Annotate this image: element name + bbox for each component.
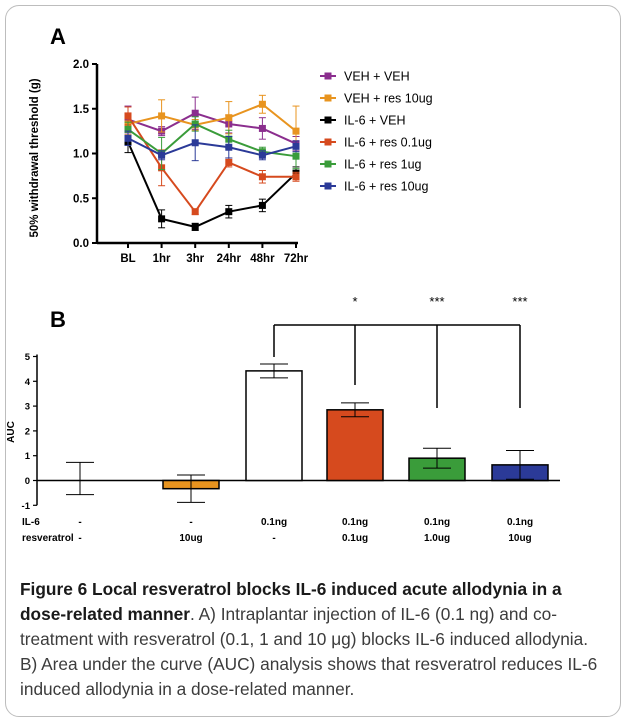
panel-b-y-tick-label: 4	[25, 377, 31, 388]
legend-label: IL-6 + res 0.1ug	[344, 136, 432, 150]
bar-6	[491, 449, 549, 482]
caption-text: . A) Intraplantar injection of IL-6 (0.1…	[20, 604, 598, 699]
data-point	[292, 127, 300, 135]
panel-a-y-tick-label: 1.5	[73, 104, 90, 116]
bar-5	[408, 447, 466, 482]
data-point	[225, 143, 233, 151]
legend-label: IL-6 + res 1ug	[344, 158, 422, 172]
data-point	[225, 158, 233, 166]
resveratrol-dose-label: 10ug	[508, 533, 531, 544]
panel-a-x-tick-label: 24hr	[217, 253, 242, 265]
panel-b-letter: B	[50, 307, 66, 332]
panel-b-y-tick-label: 1	[25, 451, 31, 462]
panel-a-y-tick-label: 0.0	[73, 238, 89, 250]
data-point	[292, 173, 300, 181]
series-5	[124, 116, 300, 171]
data-point	[292, 142, 300, 150]
data-point	[258, 173, 266, 181]
data-point	[124, 112, 132, 120]
panel-a-y-tick-label: 2.0	[73, 59, 89, 71]
data-point	[191, 223, 199, 231]
panel-b-y-tick-label: 2	[25, 426, 30, 437]
series-4	[124, 106, 300, 216]
data-point	[124, 125, 132, 133]
panel-b-y-tick-label: 5	[25, 352, 31, 363]
resveratrol-dose-label: 1.0ug	[424, 533, 450, 544]
data-point	[258, 100, 266, 108]
panel-a-x-tick-label: 1hr	[153, 253, 171, 265]
series-6	[124, 124, 300, 162]
row-label-resveratrol: resveratrol	[22, 533, 74, 544]
data-point	[124, 134, 132, 142]
bar-4	[326, 402, 384, 482]
row-label-il6: IL-6	[22, 517, 40, 528]
data-point	[191, 120, 199, 128]
il6-dose-label: -	[189, 517, 192, 528]
bar-3	[245, 363, 303, 482]
resveratrol-dose-label: 10ug	[179, 533, 202, 544]
legend-label: IL-6 + res 10ug	[344, 180, 428, 194]
bar-rect	[326, 409, 384, 482]
resveratrol-dose-label: -	[272, 533, 275, 544]
legend-marker	[324, 116, 332, 124]
series-line	[127, 137, 297, 157]
bar-2	[162, 474, 220, 503]
series-2	[124, 94, 300, 157]
significance-mark: ***	[429, 294, 444, 309]
data-point	[258, 201, 266, 209]
figure-caption: Figure 6 Local resveratrol blocks IL-6 i…	[20, 577, 610, 702]
data-point	[191, 208, 199, 216]
data-point	[158, 215, 166, 223]
bar-rect	[245, 370, 303, 482]
legend-marker	[324, 160, 332, 168]
il6-dose-label: -	[78, 517, 81, 528]
panel-a-y-tick-label: 1.0	[73, 149, 89, 161]
panel-b-y-tick-label: 0	[25, 476, 30, 487]
panel-a-y-tick-label: 0.5	[73, 193, 90, 205]
bar-1	[66, 461, 94, 496]
data-point	[158, 112, 166, 120]
legend-label: IL-6 + VEH	[344, 114, 406, 128]
panel-b-y-tick-label: -1	[22, 501, 31, 512]
significance-mark: *	[352, 294, 357, 309]
series-line	[127, 141, 297, 228]
data-point	[158, 151, 166, 159]
series-1	[124, 96, 300, 152]
series-line	[127, 112, 297, 145]
legend-marker	[324, 94, 332, 102]
legend-marker	[324, 138, 332, 146]
figure-frame	[5, 5, 621, 717]
il6-dose-label: 0.1ng	[424, 517, 450, 528]
resveratrol-dose-label: -	[78, 533, 81, 544]
il6-dose-label: 0.1ng	[342, 517, 368, 528]
data-point	[191, 139, 199, 147]
il6-dose-label: 0.1ng	[261, 517, 287, 528]
data-point	[258, 124, 266, 132]
panel-a-x-tick-label: 72hr	[284, 253, 309, 265]
panel-a-x-tick-label: 48hr	[250, 253, 275, 265]
data-point	[225, 114, 233, 122]
legend-label: VEH + res 10ug	[344, 92, 433, 106]
panel-a-y-axis-label: 50% withdrawal threshold (g)	[29, 78, 41, 237]
data-point	[292, 152, 300, 160]
series-line	[127, 122, 297, 158]
data-point	[258, 151, 266, 159]
panel-a-letter: A	[50, 24, 66, 49]
series-line	[127, 115, 296, 214]
data-point	[191, 109, 199, 117]
legend-label: VEH + VEH	[344, 70, 410, 84]
panel-b-y-tick-label: 3	[25, 402, 30, 413]
panel-a-x-tick-label: 3hr	[186, 253, 204, 265]
series-line	[127, 103, 297, 132]
data-point	[225, 208, 233, 216]
resveratrol-dose-label: 0.1ug	[342, 533, 368, 544]
significance-mark: ***	[512, 294, 527, 309]
panel-b-y-axis-label: AUC	[6, 421, 17, 443]
panel-a-x-tick-label: BL	[120, 253, 135, 265]
legend-marker	[324, 182, 332, 190]
il6-dose-label: 0.1ng	[507, 517, 533, 528]
caption-title: Figure 6 Local resveratrol blocks IL-6 i…	[20, 579, 562, 624]
legend-marker	[324, 72, 332, 80]
